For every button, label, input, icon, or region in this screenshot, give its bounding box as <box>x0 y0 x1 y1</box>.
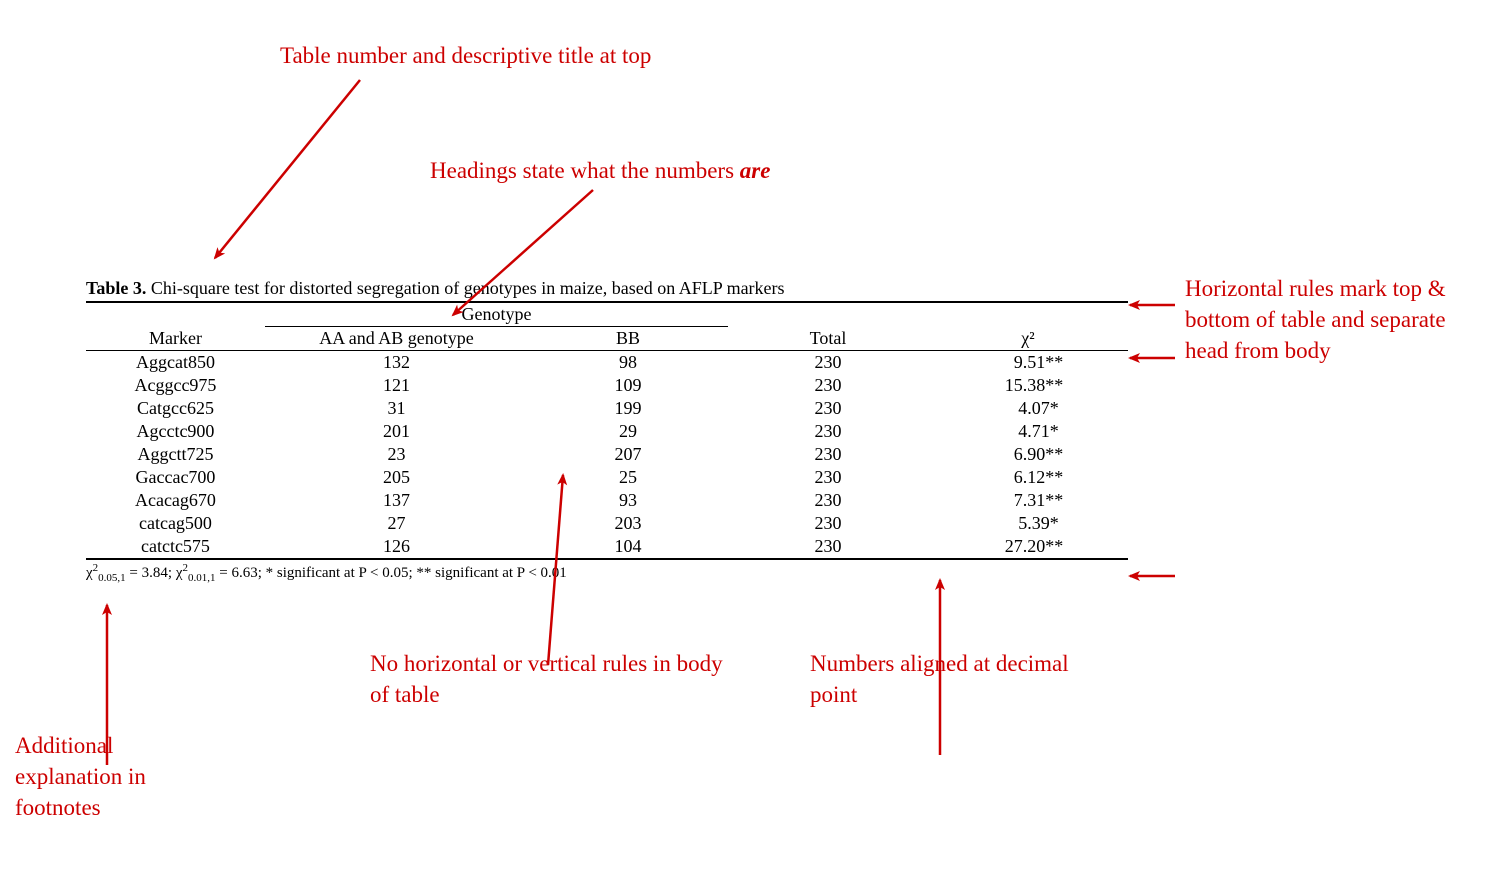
table-body: Aggcat850132982309.51**Acggcc97512110923… <box>86 351 1128 560</box>
fn-chi1: χ <box>86 565 93 581</box>
table-row: Acacag670137932307.31** <box>86 489 1128 512</box>
spanner-genotype: Genotype <box>265 302 728 327</box>
col-bb: BB <box>528 327 728 351</box>
cell-chi: 15.38** <box>928 374 1128 397</box>
annotation-headings-b: are <box>740 158 771 183</box>
cell-marker: Acacag670 <box>86 489 265 512</box>
table-title-text: Chi-square test for distorted segregatio… <box>146 278 784 298</box>
annotation-headings: Headings state what the numbers are <box>430 155 770 186</box>
cell-bb: 199 <box>528 397 728 420</box>
cell-aa: 121 <box>265 374 528 397</box>
cell-aa: 132 <box>265 351 528 375</box>
cell-total: 230 <box>728 351 928 375</box>
cell-total: 230 <box>728 397 928 420</box>
table-number: Table 3. <box>86 278 146 298</box>
col-marker: Marker <box>86 327 265 351</box>
col-aa: AA and AB genotype <box>265 327 528 351</box>
cell-aa: 205 <box>265 466 528 489</box>
cell-marker: Aggcat850 <box>86 351 265 375</box>
cell-bb: 207 <box>528 443 728 466</box>
cell-aa: 137 <box>265 489 528 512</box>
cell-marker: catctc575 <box>86 535 265 559</box>
cell-chi: 6.90** <box>928 443 1128 466</box>
fn-eq1: = 3.84; <box>126 565 176 581</box>
cell-total: 230 <box>728 466 928 489</box>
cell-bb: 109 <box>528 374 728 397</box>
cell-total: 230 <box>728 374 928 397</box>
fn-chi1-sub: 0.05,1 <box>98 572 126 584</box>
cell-marker: Aggctt725 <box>86 443 265 466</box>
table-row: Gaccac700205252306.12** <box>86 466 1128 489</box>
cell-chi: 5.39* <box>928 512 1128 535</box>
cell-marker: Catgcc625 <box>86 397 265 420</box>
table-row: Catgcc625311992304.07* <box>86 397 1128 420</box>
table-row: Aggcat850132982309.51** <box>86 351 1128 375</box>
cell-chi: 4.07* <box>928 397 1128 420</box>
arrow <box>215 80 360 258</box>
cell-bb: 93 <box>528 489 728 512</box>
table-footnote: χ20.05,1 = 3.84; χ20.01,1 = 6.63; * sign… <box>86 562 1128 584</box>
annotation-decimal: Numbers aligned at decimal point <box>810 648 1070 710</box>
cell-bb: 98 <box>528 351 728 375</box>
cell-aa: 201 <box>265 420 528 443</box>
cell-chi: 4.71* <box>928 420 1128 443</box>
col-chi: χ² <box>928 327 1128 351</box>
fn-eq2: = 6.63; * significant at P < 0.05; ** si… <box>215 565 566 581</box>
cell-aa: 27 <box>265 512 528 535</box>
cell-marker: Gaccac700 <box>86 466 265 489</box>
cell-aa: 31 <box>265 397 528 420</box>
table-row: catctc57512610423027.20** <box>86 535 1128 559</box>
fn-chi2-sub: 0.01,1 <box>188 572 216 584</box>
cell-total: 230 <box>728 489 928 512</box>
annotation-headings-a: Headings state what the numbers <box>430 158 740 183</box>
table-row: Acggcc97512110923015.38** <box>86 374 1128 397</box>
table-row: Agcctc900201292304.71* <box>86 420 1128 443</box>
cell-total: 230 <box>728 420 928 443</box>
cell-bb: 29 <box>528 420 728 443</box>
annotation-rules: Horizontal rules mark top & bottom of ta… <box>1185 273 1475 366</box>
cell-bb: 104 <box>528 535 728 559</box>
cell-marker: Agcctc900 <box>86 420 265 443</box>
cell-total: 230 <box>728 443 928 466</box>
cell-bb: 203 <box>528 512 728 535</box>
cell-chi: 6.12** <box>928 466 1128 489</box>
annotation-title: Table number and descriptive title at to… <box>280 40 651 71</box>
annotation-no-rules: No horizontal or vertical rules in body … <box>370 648 740 710</box>
cell-marker: catcag500 <box>86 512 265 535</box>
table-title: Table 3. Chi-square test for distorted s… <box>86 278 1128 299</box>
cell-aa: 23 <box>265 443 528 466</box>
cell-chi: 27.20** <box>928 535 1128 559</box>
cell-chi: 9.51** <box>928 351 1128 375</box>
annotation-footnote: Additional explanation in footnotes <box>15 730 215 823</box>
col-total: Total <box>728 327 928 351</box>
cell-marker: Acggcc975 <box>86 374 265 397</box>
data-table: Genotype Marker AA and AB genotype BB To… <box>86 301 1128 560</box>
cell-total: 230 <box>728 512 928 535</box>
cell-chi: 7.31** <box>928 489 1128 512</box>
table-container: Table 3. Chi-square test for distorted s… <box>86 278 1128 584</box>
table-row: catcag500272032305.39* <box>86 512 1128 535</box>
cell-bb: 25 <box>528 466 728 489</box>
table-row: Aggctt725232072306.90** <box>86 443 1128 466</box>
cell-aa: 126 <box>265 535 528 559</box>
cell-total: 230 <box>728 535 928 559</box>
